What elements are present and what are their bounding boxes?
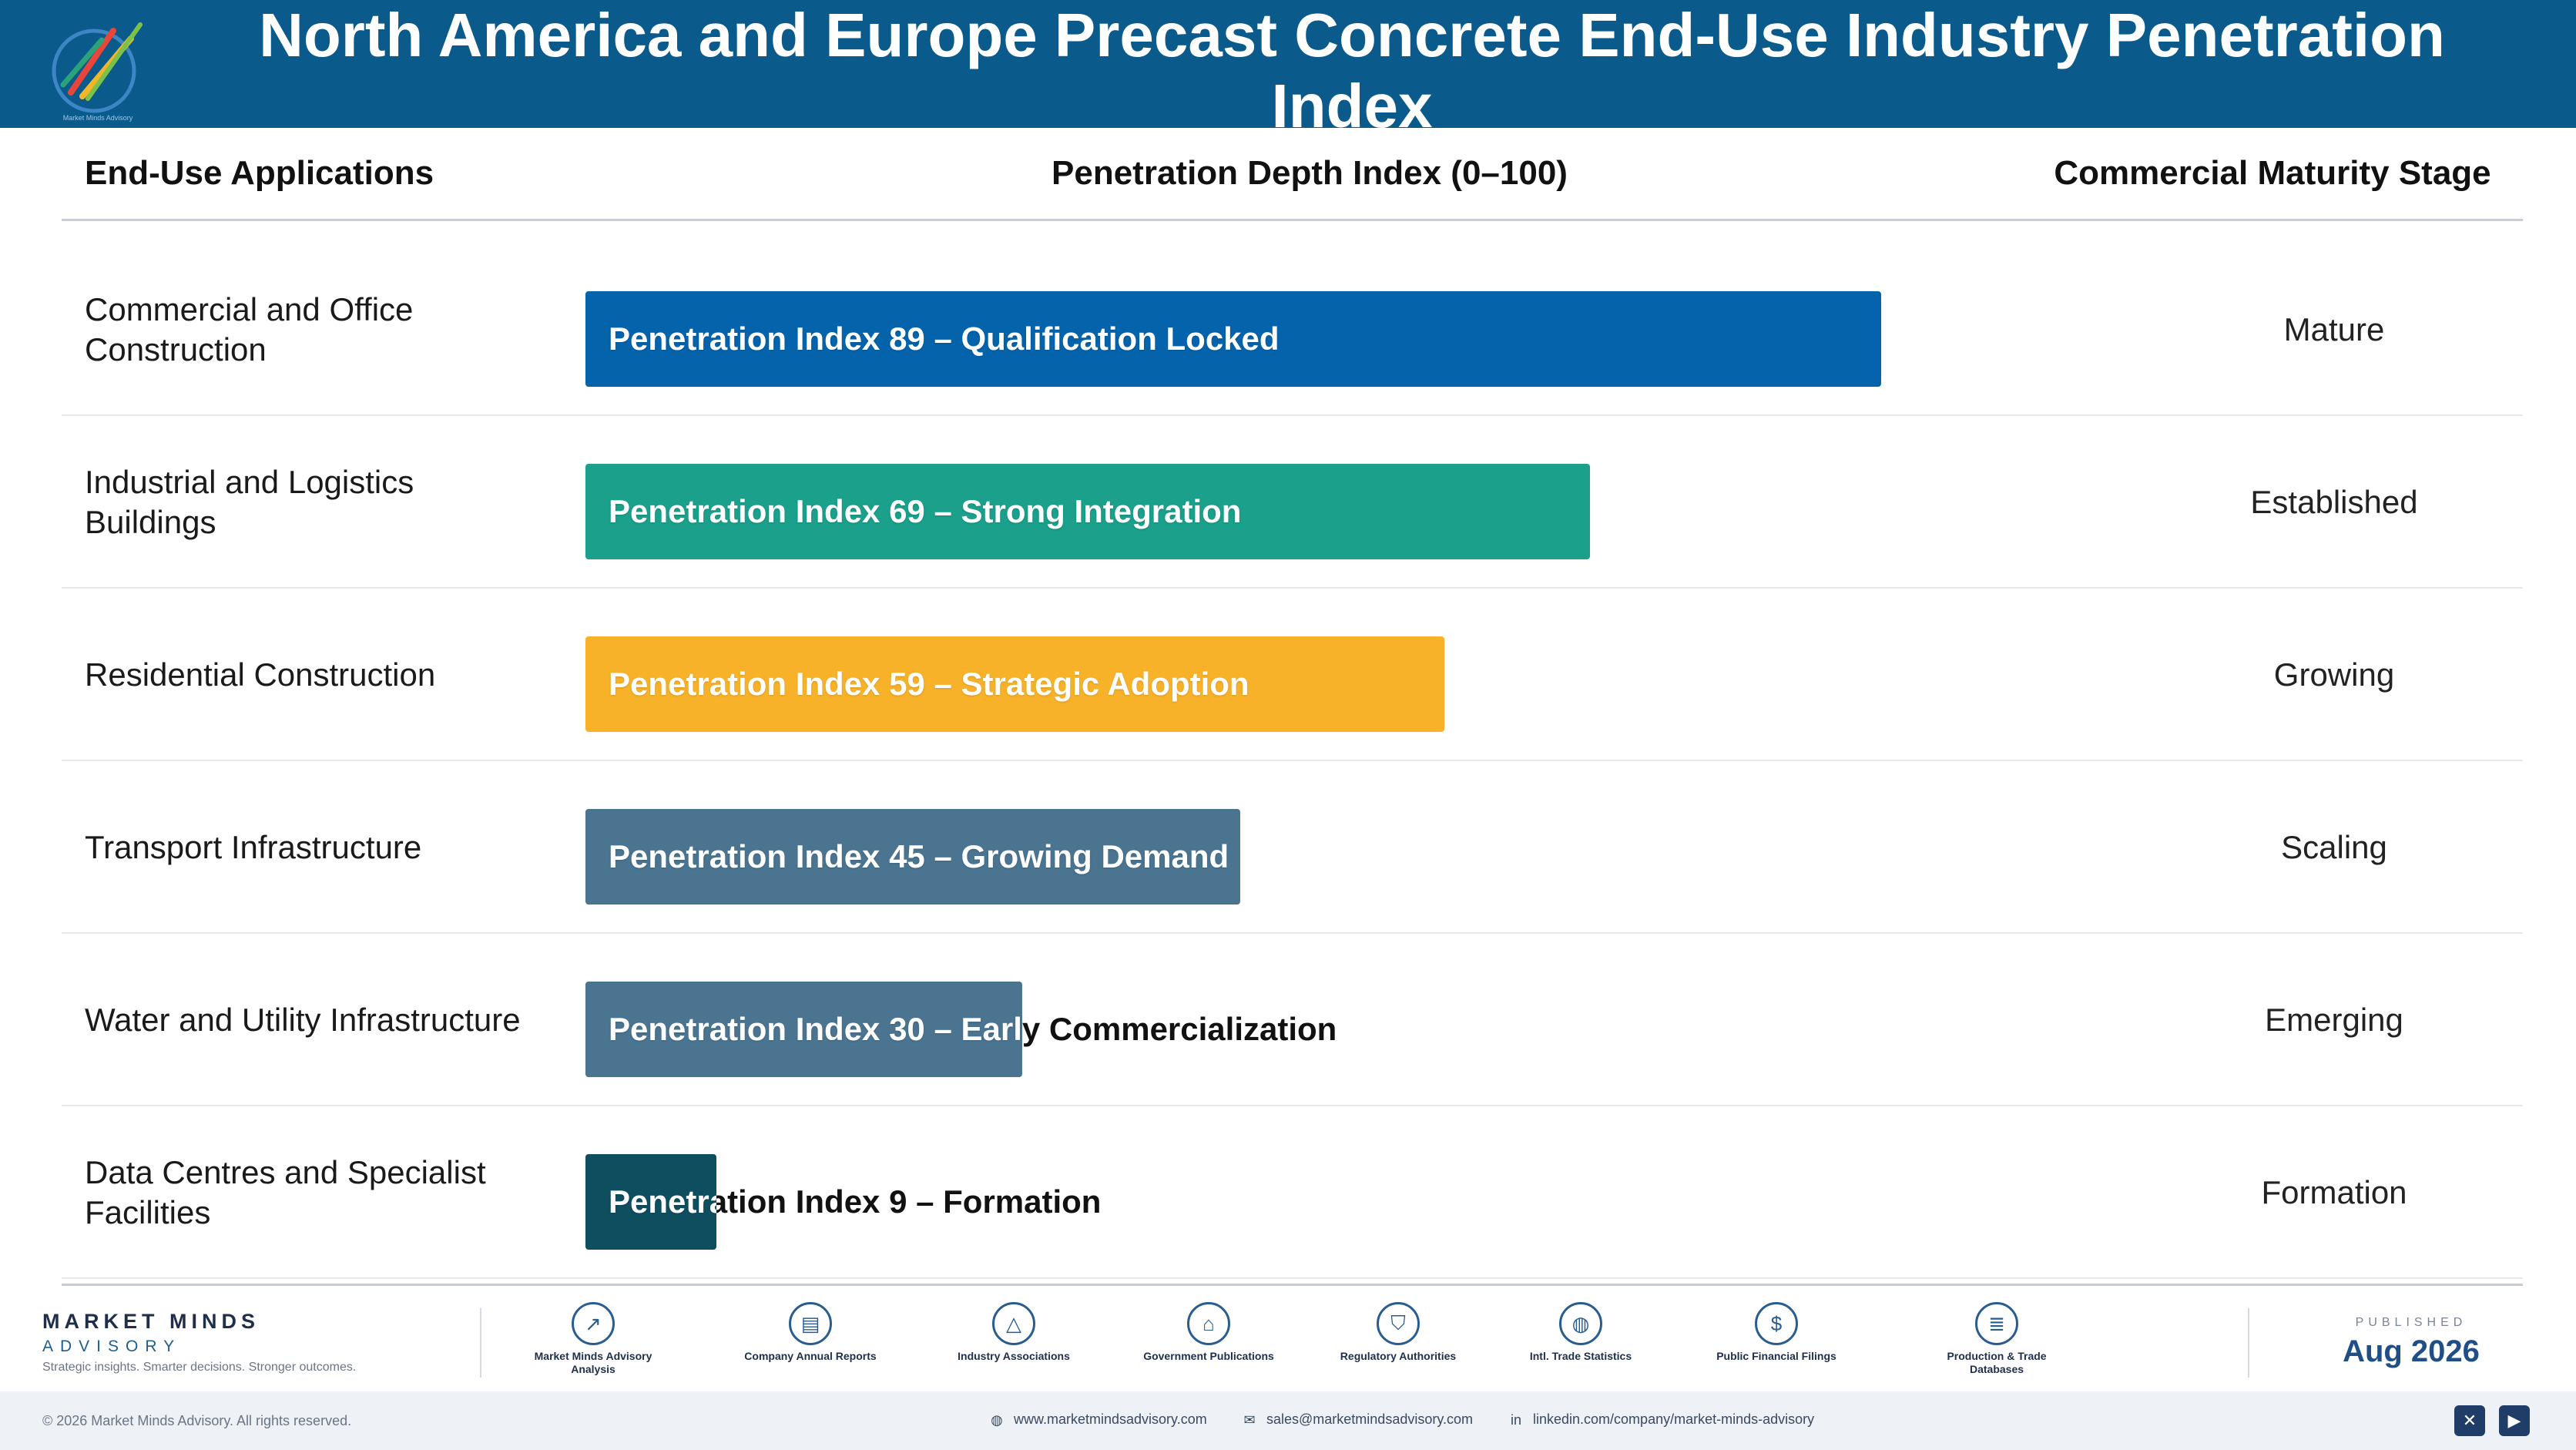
application-label: Water and Utility Infrastructure	[85, 1002, 521, 1038]
source-item: ≣ Production & Trade Databases	[1920, 1302, 2074, 1376]
brand-name: MARKET MINDS	[42, 1310, 260, 1333]
published-label: PUBLISHED	[2355, 1316, 2467, 1329]
bar-mark	[585, 464, 1590, 559]
bar-data-label: Penetration Index 69 – Strong Integratio…	[609, 493, 1242, 529]
bar-mark	[585, 1154, 716, 1250]
maturity-stage: Established	[2250, 484, 2418, 520]
application-label: Commercial and Office Construction	[85, 291, 414, 368]
source-label: Market Minds Advisory Analysis	[534, 1350, 652, 1375]
application-label: Data Centres and Specialist Facilities	[85, 1154, 486, 1230]
source-label: Industry Associations	[958, 1350, 1070, 1362]
maturity-stage: Growing	[2273, 656, 2395, 693]
footer-divider-left	[480, 1308, 481, 1378]
chart-row: Data Centres and Specialist Facilities Pe…	[62, 1106, 2523, 1279]
x-icon[interactable]: ✕	[2454, 1405, 2485, 1436]
website-text: www.marketmindsadvisory.com	[1014, 1411, 1207, 1427]
linkedin-link[interactable]: in linkedin.com/company/market-minds-adv…	[1508, 1411, 1814, 1428]
email-link[interactable]: ✉ sales@marketmindsadvisory.com	[1242, 1411, 1473, 1428]
bar-mark	[585, 636, 1444, 732]
source-item: ↗ Market Minds Advisory Analysis	[516, 1302, 670, 1376]
column-header-applications: End-Use Applications	[85, 154, 434, 192]
source-label: Regulatory Authorities	[1340, 1350, 1457, 1362]
database-icon: ≣	[1975, 1302, 2018, 1345]
globe-icon: ◍	[991, 1411, 1003, 1428]
source-label: Public Financial Filings	[1716, 1350, 1836, 1362]
chart-row: Water and Utility Infrastructure Penetrat…	[62, 934, 2523, 1106]
linkedin-icon: in	[1510, 1411, 1521, 1428]
brand-sub: ADVISORY	[42, 1338, 182, 1355]
footer: MARKET MINDS ADVISORY Strategic insights…	[0, 1293, 2576, 1391]
bar-mark	[585, 982, 1022, 1077]
company-logo: Market Minds Advisory	[52, 22, 143, 122]
maturity-stage: Emerging	[2265, 1002, 2403, 1038]
source-label: Production & Trade Databases	[1947, 1350, 2047, 1375]
application-label: Residential Construction	[85, 656, 436, 693]
header-banner: Market Minds Advisory North America and …	[0, 0, 2576, 140]
email-text: sales@marketmindsadvisory.com	[1266, 1411, 1474, 1427]
bar-mark	[585, 809, 1240, 905]
bar-mark	[585, 291, 1881, 387]
source-label: Intl. Trade Statistics	[1529, 1350, 1632, 1362]
svg-text:Market Minds Advisory: Market Minds Advisory	[63, 114, 133, 122]
column-header-stage: Commercial Maturity Stage	[2054, 154, 2491, 192]
published-date: Aug 2026	[2343, 1334, 2480, 1368]
brand-tagline: Strategic insights. Smarter decisions. S…	[42, 1361, 357, 1374]
linkedin-text: linkedin.com/company/market-minds-adviso…	[1533, 1411, 1815, 1427]
government-building-icon: ⌂	[1187, 1302, 1230, 1345]
document-icon: ▤	[789, 1302, 832, 1345]
bar-data-label: Penetration Index 89 – Qualification Loc…	[609, 321, 1280, 357]
source-item: ◍ Intl. Trade Statistics	[1504, 1302, 1658, 1363]
page-title: North America and Europe Precast Concret…	[259, 1, 2445, 140]
bottom-bar: © 2026 Market Minds Advisory. All rights…	[0, 1391, 2576, 1450]
shield-icon: ⛉	[1377, 1302, 1420, 1345]
chart-bottom-divider	[62, 1284, 2523, 1286]
copyright-text: © 2026 Market Minds Advisory. All rights…	[42, 1413, 352, 1428]
source-item: ⛉ Regulatory Authorities	[1321, 1302, 1475, 1363]
globe-icon: ◍	[1559, 1302, 1602, 1345]
bar-data-label: Penetration Index 45 – Growing Demand	[609, 838, 1229, 874]
bar-data-label-overflow: Penetration Index 30 – Early Commerciali…	[1022, 1011, 1337, 1047]
chart-row: Commercial and Office Construction Penetr…	[62, 243, 2523, 416]
source-item: △ Industry Associations	[937, 1302, 1091, 1363]
network-icon: △	[992, 1302, 1035, 1345]
trend-chart-icon: ↗	[572, 1302, 615, 1345]
maturity-stage: Scaling	[2281, 829, 2387, 865]
bar-data-label-overflow: Penetration Index 9 – Formation	[609, 1183, 1102, 1220]
chart-row: Residential Construction Penetration Inde…	[62, 589, 2523, 761]
application-label: Transport Infrastructure	[85, 829, 422, 865]
maturity-stage: Formation	[2261, 1174, 2407, 1210]
source-label: Government Publications	[1143, 1350, 1274, 1362]
footer-divider-right	[2248, 1308, 2249, 1378]
source-item: ▤ Company Annual Reports	[733, 1302, 887, 1363]
chart-row: Industrial and Logistics Buildings Penetr…	[62, 416, 2523, 589]
maturity-stage: Mature	[2283, 311, 2385, 347]
chart-row: Transport Infrastructure Penetration Inde…	[62, 761, 2523, 934]
dollar-coin-icon: $	[1755, 1302, 1798, 1345]
header-divider	[62, 219, 2523, 221]
application-label: Industrial and Logistics Buildings	[85, 464, 414, 540]
bar-data-label: Penetration Index 59 – Strategic Adoptio…	[609, 666, 1249, 702]
youtube-icon[interactable]: ▶	[2499, 1405, 2530, 1436]
website-link[interactable]: ◍ www.marketmindsadvisory.com	[989, 1411, 1207, 1428]
mail-icon: ✉	[1243, 1411, 1256, 1428]
source-label: Company Annual Reports	[744, 1350, 877, 1362]
source-item: ⌂ Government Publications	[1132, 1302, 1286, 1363]
column-header-index: Penetration Depth Index (0–100)	[1052, 154, 1568, 192]
source-item: $ Public Financial Filings	[1699, 1302, 1853, 1363]
